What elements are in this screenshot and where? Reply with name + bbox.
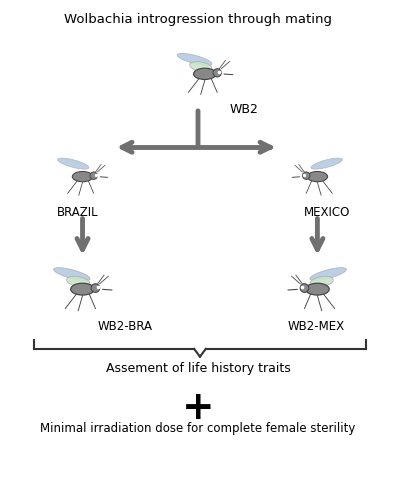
Circle shape <box>90 172 97 180</box>
Ellipse shape <box>67 276 90 287</box>
Text: WB2-MEX: WB2-MEX <box>288 320 345 334</box>
Text: Minimal irradiation dose for complete female sterility: Minimal irradiation dose for complete fe… <box>40 422 356 435</box>
Text: WB2: WB2 <box>229 103 258 116</box>
Circle shape <box>300 284 309 292</box>
Ellipse shape <box>70 283 94 295</box>
Ellipse shape <box>310 268 346 280</box>
Ellipse shape <box>194 68 216 80</box>
Ellipse shape <box>190 62 212 72</box>
Text: WB2-BRA: WB2-BRA <box>97 320 152 334</box>
Circle shape <box>213 68 221 77</box>
Text: Wolbachia introgression through mating: Wolbachia introgression through mating <box>64 13 332 26</box>
Ellipse shape <box>72 172 93 181</box>
Text: BRAZIL: BRAZIL <box>57 206 99 219</box>
Ellipse shape <box>307 172 327 181</box>
Ellipse shape <box>53 268 90 280</box>
Text: Assement of life history traits: Assement of life history traits <box>106 362 290 374</box>
Ellipse shape <box>306 283 329 295</box>
Ellipse shape <box>310 276 333 287</box>
Ellipse shape <box>177 54 212 66</box>
Ellipse shape <box>311 158 343 169</box>
Ellipse shape <box>57 158 89 169</box>
Text: MEXICO: MEXICO <box>304 206 350 219</box>
Circle shape <box>303 172 310 180</box>
Circle shape <box>91 284 100 292</box>
Text: +: + <box>182 389 214 427</box>
